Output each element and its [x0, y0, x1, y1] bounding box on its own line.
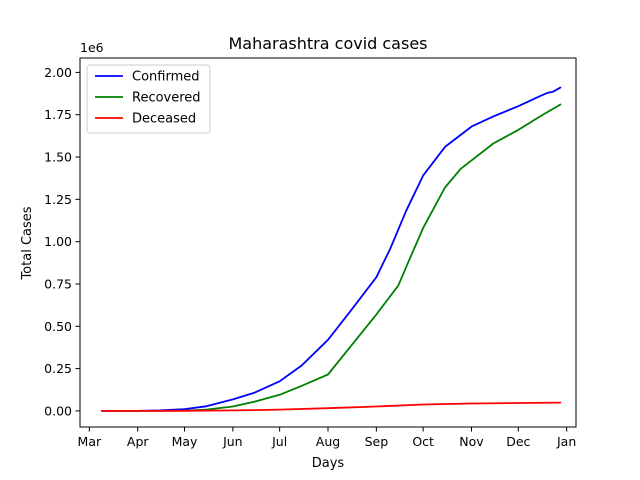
- legend-label-deceased: Deceased: [132, 112, 196, 127]
- x-tick-label: Aug: [316, 434, 340, 449]
- legend-label-recovered: Recovered: [132, 91, 201, 106]
- y-tick-label: 1.00: [44, 234, 72, 249]
- x-tick-label: Dec: [506, 434, 530, 449]
- y-axis-label: Total Cases: [20, 206, 35, 280]
- y-tick-label: 0.50: [44, 319, 72, 334]
- x-tick-label: Oct: [412, 434, 434, 449]
- x-tick-label: Jun: [222, 434, 243, 449]
- series-line-deceased: [100, 401, 562, 412]
- x-tick-label: Jan: [556, 434, 576, 449]
- x-tick-label: Apr: [127, 434, 149, 449]
- legend-box: [86, 64, 211, 134]
- x-tick-label: Sep: [365, 434, 389, 449]
- x-axis-label: Days: [312, 456, 345, 471]
- legend: Confirmed Recovered Deceased: [86, 64, 211, 134]
- y-tick-label: 2.00: [44, 65, 72, 80]
- y-multiplier-label: 1e6: [80, 40, 104, 55]
- chart-title: Maharashtra covid cases: [228, 34, 427, 53]
- y-tick-label: 1.50: [44, 150, 72, 165]
- series-line-recovered: [100, 103, 562, 412]
- y-axis: 0.00 0.25 0.50 0.75 1.00 1.25 1.50 1.75 2.00: [44, 65, 80, 418]
- x-tick-label: Nov: [459, 434, 484, 449]
- series-lines: [100, 86, 562, 412]
- x-axis: Mar Apr May Jun Jul Aug Sep Oct Nov Dec Jan: [78, 427, 576, 449]
- x-tick-label: Mar: [78, 434, 102, 449]
- y-tick-label: 1.25: [44, 192, 72, 207]
- legend-label-confirmed: Confirmed: [132, 70, 200, 85]
- x-tick-label: Jul: [271, 434, 287, 449]
- y-tick-label: 0.75: [44, 276, 72, 291]
- y-tick-label: 1.75: [44, 107, 72, 122]
- series-line-confirmed: [100, 86, 562, 412]
- y-tick-label: 0.00: [44, 403, 72, 418]
- y-tick-label: 0.25: [44, 361, 72, 376]
- x-tick-label: May: [172, 434, 198, 449]
